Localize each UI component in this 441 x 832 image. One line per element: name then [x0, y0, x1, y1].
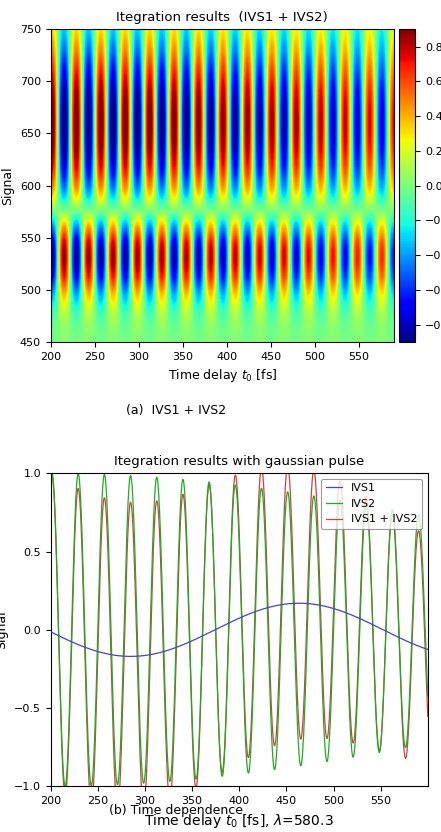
Y-axis label: Signal: Signal [0, 611, 8, 649]
IVS1 [209, 626, 214, 636]
IVS1 [193, 634, 198, 644]
Title: Itegration results with gaussian pulse: Itegration results with gaussian pulse [114, 455, 364, 468]
IVS1 [377, 623, 383, 633]
Y-axis label: Signal: Signal [1, 166, 14, 205]
IVS2 [209, 508, 214, 518]
Text: (b) Time dependence: (b) Time dependence [109, 804, 243, 817]
IVS2 [91, 750, 97, 760]
Text: (a)  IVS1 + IVS2: (a) IVS1 + IVS2 [126, 404, 227, 417]
IVS1 + IVS2 [377, 744, 383, 754]
IVS2 [425, 691, 430, 701]
Title: Itegration results  (IVS1 + IVS2): Itegration results (IVS1 + IVS2) [116, 11, 328, 24]
Line: IVS1 + IVS2: IVS1 + IVS2 [51, 466, 428, 810]
IVS2 [418, 522, 423, 532]
X-axis label: Time delay $t_0$ [fs], $\lambda$=580.3: Time delay $t_0$ [fs], $\lambda$=580.3 [144, 811, 334, 830]
IVS1 + IVS2 [48, 478, 53, 488]
Line: IVS1: IVS1 [51, 603, 428, 656]
IVS1 + IVS2 [91, 775, 97, 785]
IVS1 [418, 642, 423, 652]
IVS1 + IVS2 [113, 797, 119, 807]
IVS2 [49, 468, 55, 478]
Legend: IVS1, IVS2, IVS1 + IVS2: IVS1, IVS2, IVS1 + IVS2 [321, 479, 422, 529]
IVS1 + IVS2 [285, 461, 290, 471]
IVS1 [48, 626, 53, 636]
IVS2 [193, 773, 198, 783]
IVS1 [91, 646, 97, 656]
IVS1 [425, 645, 430, 655]
IVS2 [48, 476, 53, 486]
Line: IVS2: IVS2 [51, 473, 428, 786]
IVS2 [63, 781, 68, 791]
IVS1 + IVS2 [193, 782, 198, 792]
IVS1 + IVS2 [418, 540, 423, 550]
IVS1 + IVS2 [209, 508, 214, 518]
IVS1 [113, 651, 119, 661]
IVS2 [114, 774, 119, 784]
IVS1 + IVS2 [425, 711, 430, 721]
IVS1 + IVS2 [115, 805, 120, 815]
IVS1 [128, 651, 134, 661]
X-axis label: Time delay $t_0$ [fs]: Time delay $t_0$ [fs] [168, 367, 277, 384]
IVS2 [377, 745, 383, 755]
IVS1 [296, 598, 302, 608]
